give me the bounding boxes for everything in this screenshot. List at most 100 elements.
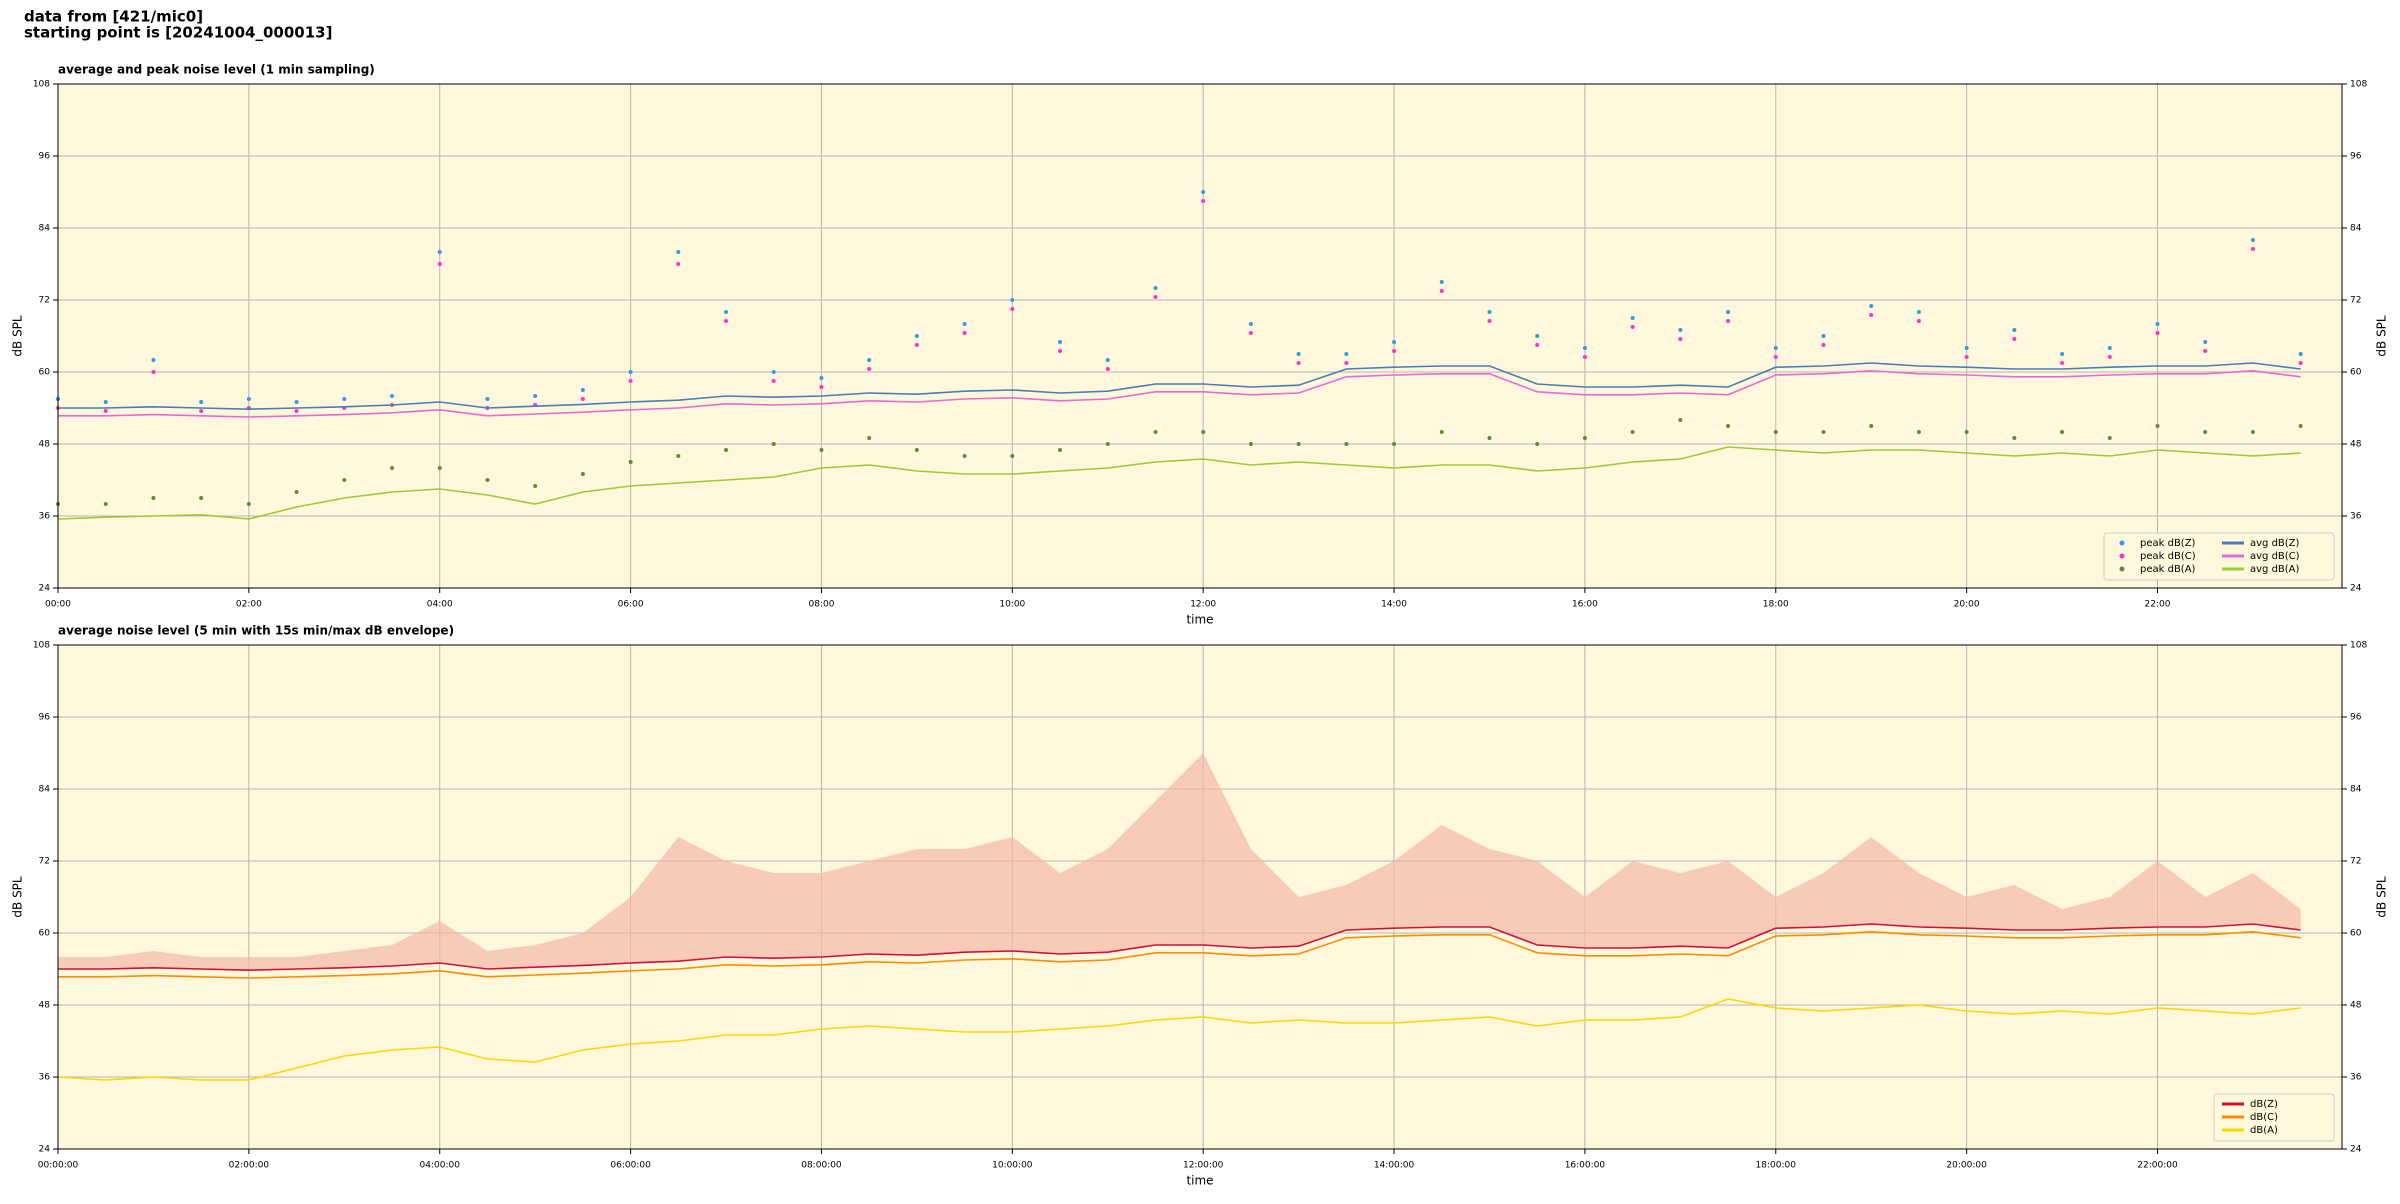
y-tick-label: 108 — [2350, 641, 2367, 651]
y-tick-label: 36 — [2350, 512, 2362, 522]
y-tick-label: 84 — [2350, 224, 2362, 234]
x-tick-label: 04:00 — [427, 600, 453, 610]
y-tick-label: 24 — [39, 584, 51, 594]
peak-point — [1487, 310, 1492, 314]
peak-point — [1439, 430, 1444, 434]
y-axis-label: dB SPL — [2375, 876, 2389, 918]
chart-title: average noise level (5 min with 15s min/… — [58, 624, 454, 638]
legend-label: avg dB(Z) — [2250, 538, 2300, 549]
peak-point — [1105, 442, 1110, 446]
peak-point — [2060, 361, 2065, 365]
peak-point — [2107, 346, 2112, 350]
peak-point — [485, 478, 490, 482]
peak-point — [580, 397, 585, 401]
peak-point — [1392, 442, 1397, 446]
peak-point — [2012, 328, 2017, 332]
peak-point — [1392, 340, 1397, 344]
peak-point — [1344, 442, 1349, 446]
y-tick-label: 108 — [33, 641, 50, 651]
peak-point — [1678, 337, 1683, 341]
peak-point — [533, 484, 538, 488]
peak-point — [2060, 430, 2065, 434]
x-tick-label: 02:00 — [236, 600, 262, 610]
peak-point — [1439, 289, 1444, 293]
peak-point — [437, 466, 442, 470]
peak-point — [2060, 352, 2065, 356]
peak-point — [1153, 286, 1158, 290]
peak-point — [771, 442, 776, 446]
peak-point — [962, 454, 967, 458]
peak-point — [628, 460, 633, 464]
x-tick-label: 10:00:00 — [992, 1161, 1033, 1171]
peak-point — [628, 370, 633, 374]
peak-point — [819, 448, 824, 452]
x-tick-label: 16:00 — [1572, 600, 1598, 610]
y-tick-label: 60 — [2350, 929, 2362, 939]
x-axis-label: time — [1186, 1174, 1213, 1188]
peak-point — [390, 394, 395, 398]
peak-point — [914, 448, 919, 452]
peak-point — [2012, 337, 2017, 341]
peak-point — [2250, 238, 2255, 242]
peak-point — [294, 409, 299, 413]
y-tick-label: 96 — [39, 713, 51, 723]
peak-point — [1916, 310, 1921, 314]
y-tick-label: 24 — [2350, 1145, 2362, 1155]
peak-point — [342, 478, 347, 482]
y-tick-label: 96 — [2350, 152, 2362, 162]
peak-point — [1964, 430, 1969, 434]
legend-label: dB(A) — [2250, 1125, 2278, 1136]
legend-label: peak dB(Z) — [2140, 538, 2196, 549]
peak-point — [724, 310, 729, 314]
legend-box — [2103, 532, 2335, 581]
peak-point — [1869, 304, 1874, 308]
peak-point — [2203, 340, 2208, 344]
peak-point — [724, 319, 729, 323]
series-line — [58, 362, 2301, 411]
peak-point — [151, 370, 156, 374]
legend-marker — [2119, 540, 2125, 546]
y-tick-label: 96 — [39, 152, 51, 162]
y-tick-label: 60 — [39, 368, 51, 378]
y-tick-label: 24 — [2350, 584, 2362, 594]
peak-point — [533, 394, 538, 398]
peak-point — [437, 262, 442, 266]
peak-point — [1726, 424, 1731, 428]
x-tick-label: 18:00 — [1763, 600, 1789, 610]
peak-point — [2155, 331, 2160, 335]
peak-point — [819, 376, 824, 380]
x-tick-label: 12:00:00 — [1183, 1161, 1224, 1171]
peak-point — [676, 250, 681, 254]
y-tick-label: 72 — [2350, 857, 2361, 867]
peak-point — [151, 358, 156, 362]
peak-point — [1916, 430, 1921, 434]
peak-point — [2155, 424, 2160, 428]
peak-point — [867, 358, 872, 362]
peak-point — [246, 397, 251, 401]
peak-point — [1869, 424, 1874, 428]
legend-label: peak dB(C) — [2140, 551, 2196, 562]
peak-point — [1773, 430, 1778, 434]
x-tick-label: 10:00 — [999, 600, 1025, 610]
peak-point — [1535, 334, 1540, 338]
peak-point — [1916, 319, 1921, 323]
peak-point — [1773, 346, 1778, 350]
peak-point — [1248, 331, 1253, 335]
peak-point — [676, 454, 681, 458]
peak-point — [1296, 361, 1301, 365]
peak-point — [1630, 316, 1635, 320]
x-tick-label: 22:00:00 — [2137, 1161, 2178, 1171]
peak-point — [246, 502, 251, 506]
peak-point — [1058, 448, 1063, 452]
peak-point — [390, 466, 395, 470]
peak-point — [2012, 436, 2017, 440]
peak-point — [1726, 319, 1731, 323]
peak-point — [151, 496, 156, 500]
x-tick-label: 14:00:00 — [1374, 1161, 1415, 1171]
peak-point — [867, 367, 872, 371]
peak-point — [1439, 280, 1444, 284]
peak-point — [1296, 442, 1301, 446]
envelope — [58, 753, 2301, 971]
x-tick-label: 08:00:00 — [801, 1161, 842, 1171]
